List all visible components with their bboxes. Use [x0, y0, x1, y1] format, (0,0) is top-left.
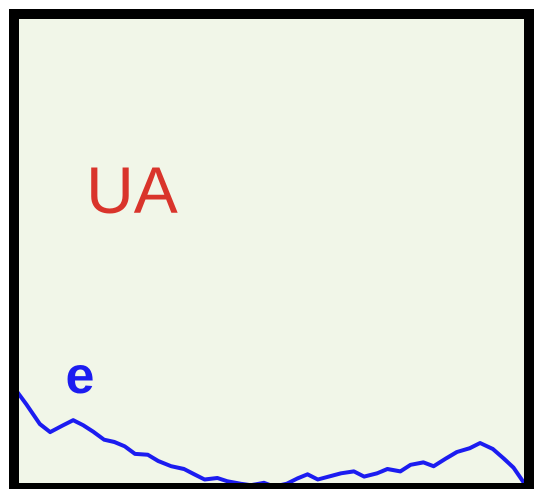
plot-border [9, 9, 534, 489]
region-label-ua: UA [86, 153, 178, 227]
plot-area-background [14, 14, 529, 488]
annotation-group: UA e [66, 153, 178, 405]
series-label-e: e [66, 347, 95, 405]
